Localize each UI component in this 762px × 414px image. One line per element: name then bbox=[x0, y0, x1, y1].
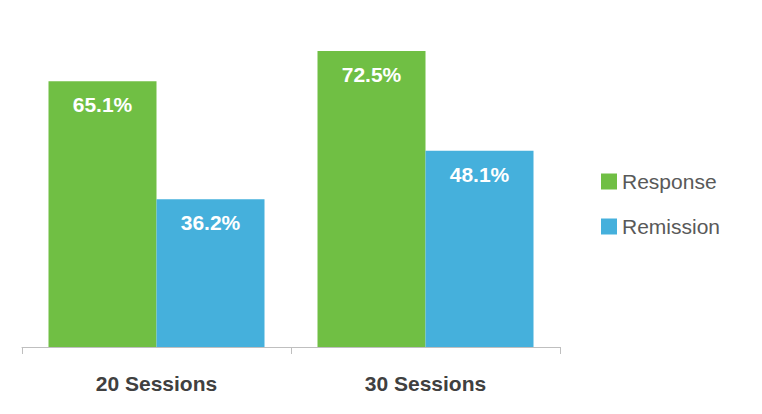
svg-text:48.1%: 48.1% bbox=[450, 163, 510, 186]
svg-text:36.2%: 36.2% bbox=[181, 211, 241, 234]
svg-text:Response: Response bbox=[622, 170, 717, 193]
svg-text:20 Sessions: 20 Sessions bbox=[96, 372, 217, 395]
svg-text:72.5%: 72.5% bbox=[342, 63, 402, 86]
svg-text:65.1%: 65.1% bbox=[73, 93, 133, 116]
svg-text:Remission: Remission bbox=[622, 215, 720, 238]
svg-text:30 Sessions: 30 Sessions bbox=[365, 372, 486, 395]
